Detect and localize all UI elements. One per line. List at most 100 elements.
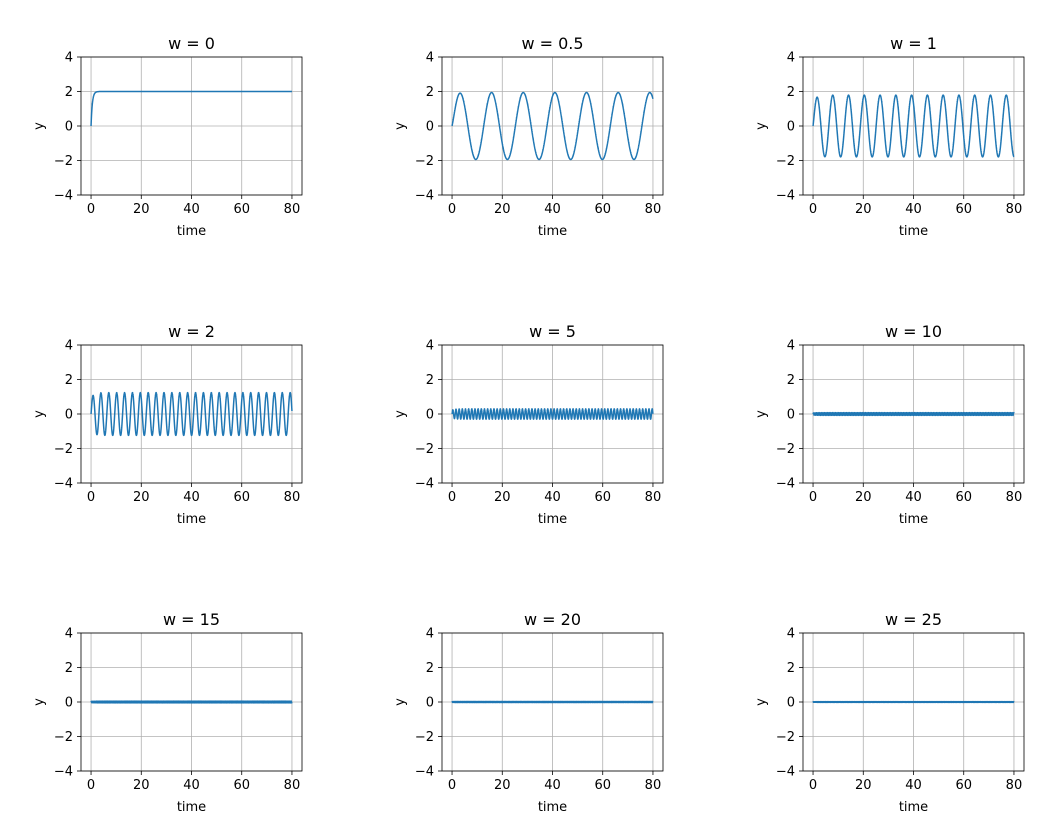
y-axis-label: y [32,698,47,706]
y-tick-label: 0 [65,696,73,711]
x-tick-label: 80 [1006,202,1023,217]
x-tick-label: 80 [284,778,301,793]
subplot-title: w = 25 [885,610,942,629]
y-tick-label: 0 [787,120,795,135]
x-tick-label: 60 [955,490,972,505]
y-tick-label: −4 [415,477,434,492]
y-tick-label: 4 [65,51,73,66]
subplot-3: 0 20 40 60 80 −4 −2 0 2 4 w = 1 time y [754,34,1025,239]
y-tick-label: 2 [65,85,73,100]
x-tick-label: 80 [1006,490,1023,505]
series-line [90,391,293,437]
y-tick-label: −2 [54,442,73,457]
grid [81,56,302,196]
y-tick-label: −4 [54,765,73,780]
x-tick-label: 80 [1006,778,1023,793]
x-tick-label: 20 [855,778,872,793]
y-tick-label: 4 [426,339,434,354]
series-line [451,91,654,161]
y-axis-label: y [754,410,769,418]
y-tick-label: −2 [415,730,434,745]
y-tick-label: −4 [776,765,795,780]
y-tick-label: −4 [54,189,73,204]
y-tick-label: 4 [787,627,795,642]
y-tick-label: −2 [776,730,795,745]
x-tick-label: 40 [905,202,922,217]
x-tick-label: 40 [544,490,561,505]
y-tick-label: 0 [787,696,795,711]
subplot-title: w = 2 [168,322,215,341]
y-axis-label: y [32,122,47,130]
y-tick-label: 4 [787,339,795,354]
x-tick-label: 0 [87,778,95,793]
x-tick-label: 40 [183,778,200,793]
y-tick-label: −4 [415,189,434,204]
y-tick-label: 2 [787,661,795,676]
x-tick-label: 0 [809,778,817,793]
y-axis-label: y [754,698,769,706]
y-tick-label: 4 [65,627,73,642]
y-axis-label: y [393,410,408,418]
subplot-title: w = 15 [163,610,220,629]
x-axis-label: time [538,224,567,239]
x-tick-label: 20 [494,490,511,505]
y-tick-label: −2 [54,154,73,169]
x-tick-label: 0 [448,490,456,505]
y-tick-label: 2 [787,85,795,100]
subplot-title: w = 0 [168,34,215,53]
y-tick-label: 0 [787,408,795,423]
subplot-title: w = 5 [529,322,576,341]
y-axis-label: y [754,122,769,130]
series-line [451,408,654,420]
x-tick-label: 40 [544,202,561,217]
grid [442,56,663,196]
x-tick-label: 0 [448,202,456,217]
y-tick-label: 4 [426,627,434,642]
x-tick-label: 80 [284,490,301,505]
x-axis-label: time [538,800,567,815]
series-line [90,90,293,127]
y-tick-label: 0 [426,120,434,135]
subplot-title: w = 0.5 [521,34,583,53]
y-tick-label: 0 [426,408,434,423]
x-tick-label: 80 [645,778,662,793]
x-tick-label: 20 [855,490,872,505]
y-tick-label: −2 [776,442,795,457]
y-tick-label: 4 [65,339,73,354]
x-tick-label: 0 [448,778,456,793]
x-tick-label: 20 [494,778,511,793]
x-axis-label: time [177,512,206,527]
y-tick-label: 2 [426,85,434,100]
x-tick-label: 40 [183,202,200,217]
subplot-4: 0 20 40 60 80 −4 −2 0 2 4 w = 2 time y [32,322,303,527]
y-tick-label: 2 [65,661,73,676]
x-tick-label: 60 [233,778,250,793]
series-line [812,94,1015,158]
y-tick-label: 0 [426,696,434,711]
y-tick-label: 2 [426,373,434,388]
series-line [451,700,654,704]
x-tick-label: 20 [133,778,150,793]
x-tick-label: 0 [809,202,817,217]
x-tick-label: 20 [133,202,150,217]
subplot-1: 0 20 40 60 80 −4 −2 0 2 4 w = 0 time y [32,34,303,239]
series-line [812,411,1015,417]
y-axis-label: y [32,410,47,418]
x-tick-label: 40 [905,490,922,505]
y-tick-label: 4 [787,51,795,66]
subplot-6: 0 20 40 60 80 −4 −2 0 2 4 w = 10 time y [754,322,1025,527]
x-tick-label: 40 [905,778,922,793]
y-tick-label: −4 [54,477,73,492]
x-tick-label: 60 [594,778,611,793]
x-tick-label: 60 [955,202,972,217]
subplot-title: w = 10 [885,322,942,341]
x-tick-label: 40 [544,778,561,793]
x-tick-label: 60 [594,490,611,505]
x-tick-label: 80 [645,490,662,505]
y-tick-label: 2 [787,373,795,388]
y-tick-label: −2 [776,154,795,169]
x-tick-label: 0 [87,202,95,217]
x-axis-label: time [899,512,928,527]
y-tick-label: 4 [426,51,434,66]
